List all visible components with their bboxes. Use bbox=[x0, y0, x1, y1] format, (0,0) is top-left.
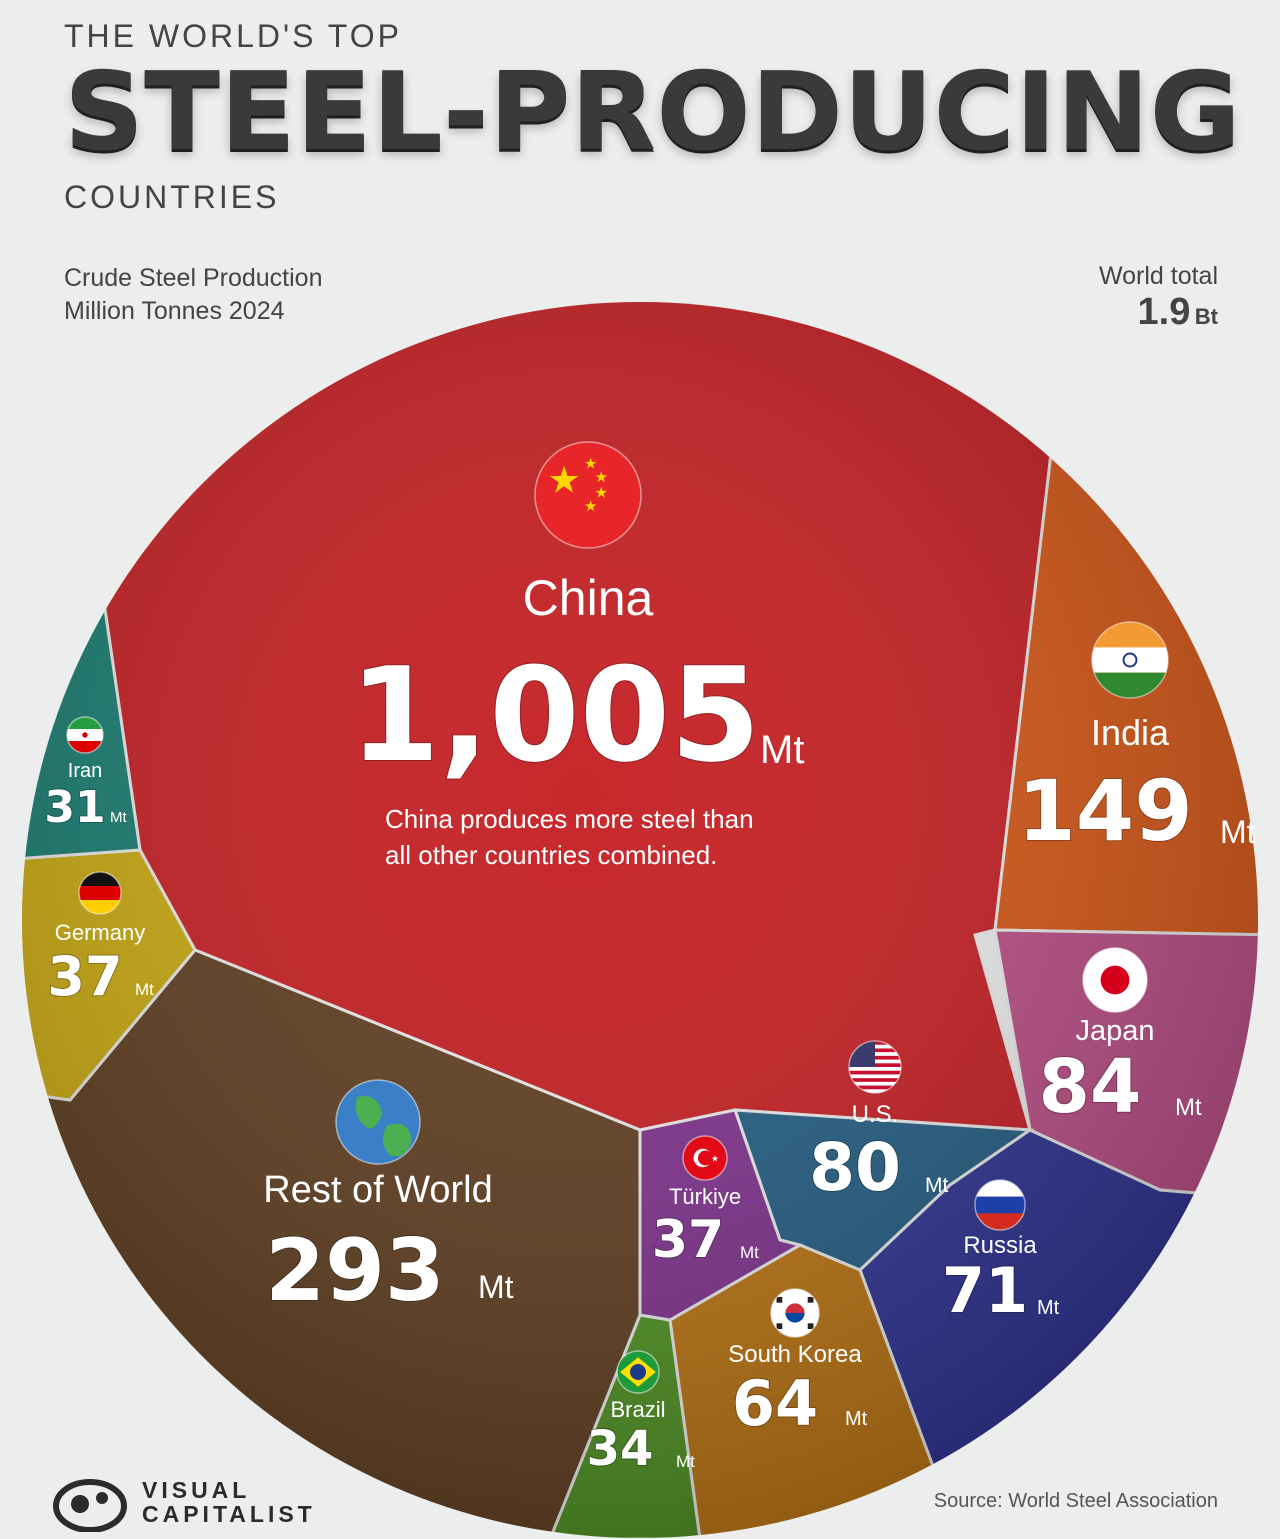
brazil-flag-icon bbox=[616, 1350, 660, 1394]
value-germany: 37 bbox=[47, 945, 122, 1008]
label-brazil: Brazil bbox=[610, 1397, 665, 1422]
svg-text:★: ★ bbox=[584, 498, 597, 515]
world-total-label: World total bbox=[1098, 262, 1218, 290]
chart-title: STEEL-PRODUCING bbox=[64, 50, 1241, 175]
label-u-s: U.S. bbox=[852, 1101, 899, 1128]
value-south-korea: 64 bbox=[732, 1367, 818, 1440]
measure-line-1: Crude Steel Production bbox=[64, 264, 323, 292]
unit-brazil: Mt bbox=[676, 1452, 695, 1471]
label-south-korea: South Korea bbox=[728, 1341, 862, 1368]
unit-india: Mt bbox=[1220, 814, 1256, 850]
china-annotation: China produces more steel than all other … bbox=[385, 804, 754, 870]
value-u-s: 80 bbox=[809, 1129, 901, 1206]
svg-text:★: ★ bbox=[584, 456, 597, 473]
unit-u-s: Mt bbox=[925, 1174, 948, 1197]
turkiye-flag-icon: ★ bbox=[682, 1135, 728, 1181]
value-india: 149 bbox=[1017, 762, 1192, 860]
chart-subtitle: COUNTRIES bbox=[64, 179, 280, 215]
brand-line-1: VISUAL bbox=[142, 1476, 251, 1503]
value-turkiye: 37 bbox=[652, 1210, 724, 1270]
value-brazil: 34 bbox=[587, 1421, 654, 1477]
value-iran: 31 bbox=[44, 782, 105, 833]
label-germany: Germany bbox=[55, 920, 145, 945]
brand-logo: VISUAL CAPITALIST bbox=[50, 1472, 316, 1532]
value-china: 1,005 bbox=[349, 639, 760, 791]
value-japan: 84 bbox=[1039, 1044, 1142, 1130]
us-flag-icon bbox=[848, 1040, 902, 1094]
label-iran: Iran bbox=[68, 760, 102, 782]
svg-text:★: ★ bbox=[711, 1154, 719, 1164]
label-india: India bbox=[1091, 712, 1170, 753]
label-russia: Russia bbox=[963, 1232, 1037, 1259]
russia-flag-icon bbox=[974, 1179, 1026, 1231]
unit-china: Mt bbox=[760, 728, 804, 772]
label-japan: Japan bbox=[1075, 1015, 1154, 1047]
label-turkiye: Türkiye bbox=[669, 1184, 741, 1209]
svg-text:★: ★ bbox=[595, 485, 608, 502]
chart-header: THE WORLD'S TOP STEEL-PRODUCING COUNTRIE… bbox=[64, 18, 1241, 216]
label-rest-of-world: Rest of World bbox=[263, 1169, 492, 1211]
value-russia: 71 bbox=[942, 1254, 1028, 1327]
brand-line-2: CAPITALIST bbox=[142, 1501, 316, 1527]
chart-kicker: THE WORLD'S TOP bbox=[64, 18, 402, 54]
south-korea-flag-icon bbox=[770, 1288, 820, 1338]
unit-south-korea: Mt bbox=[845, 1408, 868, 1430]
unit-japan: Mt bbox=[1175, 1094, 1202, 1121]
unit-russia: Mt bbox=[1037, 1297, 1060, 1319]
source-note: Source: World Steel Association bbox=[933, 1490, 1218, 1512]
germany-flag-icon bbox=[78, 871, 122, 915]
visual-capitalist-logo-icon bbox=[53, 1479, 127, 1532]
globe-icon bbox=[335, 1079, 421, 1165]
unit-germany: Mt bbox=[135, 980, 154, 999]
japan-flag-icon bbox=[1082, 947, 1148, 1013]
india-flag-icon bbox=[1091, 621, 1169, 699]
china-flag-icon: ★ ★★★★ bbox=[534, 441, 642, 549]
iran-flag-icon bbox=[66, 716, 104, 754]
value-rest-of-world: 293 bbox=[265, 1221, 445, 1321]
unit-iran: Mt bbox=[110, 809, 127, 826]
unit-rest-of-world: Mt bbox=[478, 1269, 514, 1305]
svg-text:★: ★ bbox=[548, 458, 581, 501]
svg-text:★: ★ bbox=[595, 469, 608, 486]
label-china: China bbox=[523, 570, 654, 626]
unit-turkiye: Mt bbox=[740, 1243, 759, 1262]
